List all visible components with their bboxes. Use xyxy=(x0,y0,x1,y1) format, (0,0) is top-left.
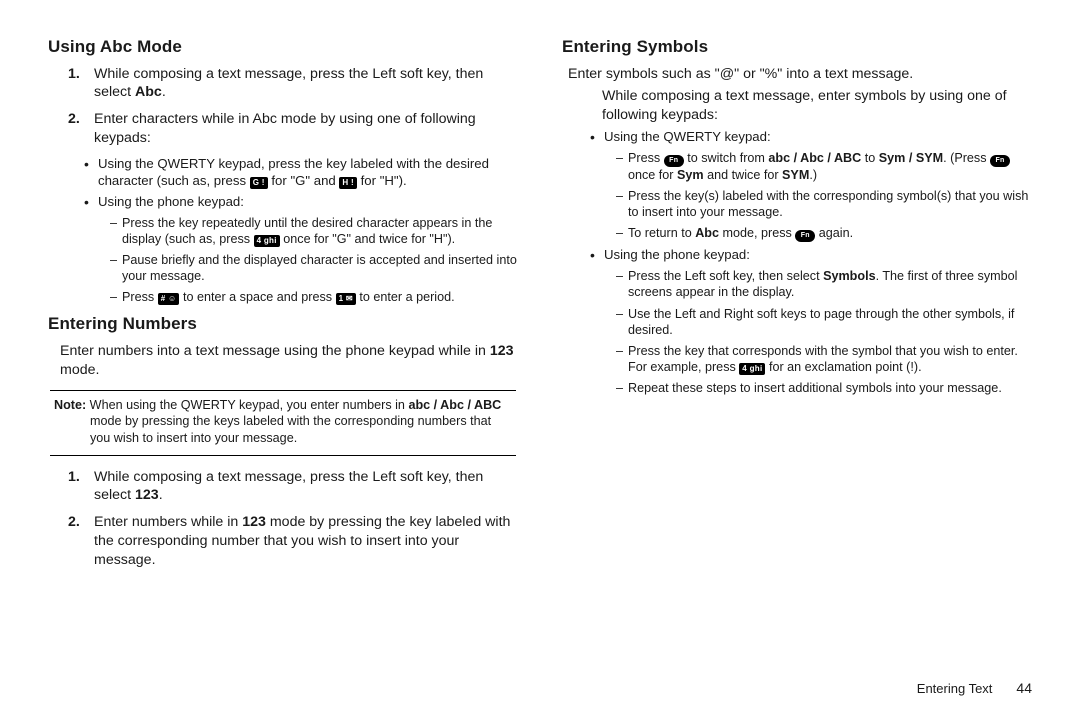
text: Press the Left soft key, then select xyxy=(628,269,823,283)
text: . xyxy=(162,84,166,100)
symbols-intro: Enter symbols such as "@" or "%" into a … xyxy=(568,65,1032,84)
key-fn-icon: Fn xyxy=(795,230,815,242)
bold-text: Sym / SYM xyxy=(879,151,943,165)
text: Enter numbers while in xyxy=(94,514,242,530)
text: Using the QWERTY keypad: xyxy=(604,129,771,144)
list-item: 1. While composing a text message, press… xyxy=(68,468,518,506)
text: Using the phone keypad: xyxy=(604,247,750,262)
text: Press xyxy=(122,290,158,304)
footer-page-number: 44 xyxy=(1016,680,1032,696)
key-h-icon: H ! xyxy=(339,177,357,189)
note-text: Note: When using the QWERTY keypad, you … xyxy=(54,397,512,447)
step-number: 2. xyxy=(68,110,90,148)
list-item: 2. Enter characters while in Abc mode by… xyxy=(68,110,518,148)
list-item: Press the key repeatedly until the desir… xyxy=(110,215,518,247)
text: for "H"). xyxy=(357,173,407,188)
list-item: To return to Abc mode, press Fn again. xyxy=(616,225,1032,242)
abc-bullets: Using the QWERTY keypad, press the key l… xyxy=(84,156,518,305)
key-4ghi-icon: 4 ghi xyxy=(739,363,765,375)
list-item: Using the QWERTY keypad: Press Fn to swi… xyxy=(590,129,1032,242)
bold-text: 123 xyxy=(135,487,159,503)
text: Using the phone keypad: xyxy=(98,194,244,209)
text: and twice for xyxy=(704,168,782,182)
text: To return to xyxy=(628,226,695,240)
text: Press xyxy=(628,151,664,165)
note-box: Note: When using the QWERTY keypad, you … xyxy=(50,390,516,456)
right-column: Entering Symbols Enter symbols such as "… xyxy=(562,36,1032,676)
footer-section: Entering Text xyxy=(917,681,993,696)
key-fn-icon: Fn xyxy=(664,155,684,167)
bold-text: 123 xyxy=(490,343,514,359)
phone-dashes: Press the Left soft key, then select Sym… xyxy=(616,268,1032,396)
list-item: Using the phone keypad: Press the key re… xyxy=(84,194,518,305)
note-label: Note: xyxy=(54,398,86,412)
list-item: Press the key that corresponds with the … xyxy=(616,343,1032,375)
heading-entering-symbols: Entering Symbols xyxy=(562,36,1032,59)
text: again. xyxy=(815,226,853,240)
bold-text: Abc xyxy=(135,84,162,100)
bold-text: Abc xyxy=(695,226,719,240)
list-item: Press the key(s) labeled with the corres… xyxy=(616,188,1032,220)
text: for "G" and xyxy=(268,173,340,188)
qwerty-dashes: Press Fn to switch from abc / Abc / ABC … xyxy=(616,150,1032,242)
bold-text: abc / Abc / ABC xyxy=(408,398,501,412)
text: to xyxy=(861,151,879,165)
list-item: Pause briefly and the displayed characte… xyxy=(110,252,518,284)
text: to enter a space and press xyxy=(179,290,335,304)
text: . xyxy=(159,487,163,503)
numbers-steps: 1. While composing a text message, press… xyxy=(68,468,518,570)
heading-entering-numbers: Entering Numbers xyxy=(48,313,518,336)
text: Enter numbers into a text message using … xyxy=(60,343,490,359)
step-text: While composing a text message, press th… xyxy=(94,468,518,506)
page-footer: Entering Text 44 xyxy=(917,680,1032,696)
text: once for "G" and twice for "H"). xyxy=(280,232,455,246)
list-item: Using the phone keypad: Press the Left s… xyxy=(590,247,1032,396)
key-g-icon: G ! xyxy=(250,177,268,189)
key-pound-icon: # ☺ xyxy=(158,293,180,305)
bold-text: 123 xyxy=(242,514,266,530)
list-item: Press the Left soft key, then select Sym… xyxy=(616,268,1032,300)
text: mode. xyxy=(60,362,99,378)
text: mode, press xyxy=(719,226,795,240)
list-item: 1. While composing a text message, press… xyxy=(68,65,518,103)
step-text: Enter characters while in Abc mode by us… xyxy=(94,110,518,148)
list-item: Using the QWERTY keypad, press the key l… xyxy=(84,156,518,190)
list-item: Press # ☺ to enter a space and press 1 ✉… xyxy=(110,289,518,305)
abc-dashes: Press the key repeatedly until the desir… xyxy=(110,215,518,306)
list-item: Use the Left and Right soft keys to page… xyxy=(616,306,1032,338)
abc-steps: 1. While composing a text message, press… xyxy=(68,65,518,149)
bold-text: Symbols xyxy=(823,269,876,283)
step-number: 2. xyxy=(68,513,90,570)
list-item: Press Fn to switch from abc / Abc / ABC … xyxy=(616,150,1032,183)
step-number: 1. xyxy=(68,65,90,103)
text: once for xyxy=(628,168,677,182)
key-4ghi-icon: 4 ghi xyxy=(254,235,280,247)
step-text: Enter numbers while in 123 mode by press… xyxy=(94,513,518,570)
text: mode by pressing the keys labeled with t… xyxy=(90,414,491,445)
text: to switch from xyxy=(684,151,769,165)
key-1-icon: 1 ✉ xyxy=(336,293,356,305)
text: for an exclamation point (!). xyxy=(765,360,921,374)
bold-text: Sym xyxy=(677,168,704,182)
bold-text: abc / Abc / ABC xyxy=(768,151,861,165)
step-text: While composing a text message, press th… xyxy=(94,65,518,103)
numbers-intro: Enter numbers into a text message using … xyxy=(60,342,518,380)
page-body: Using Abc Mode 1. While composing a text… xyxy=(48,36,1032,676)
text: .) xyxy=(809,168,817,182)
symbols-bullets: Using the QWERTY keypad: Press Fn to swi… xyxy=(590,129,1032,396)
list-item: 2. Enter numbers while in 123 mode by pr… xyxy=(68,513,518,570)
text: to enter a period. xyxy=(356,290,455,304)
step-number: 1. xyxy=(68,468,90,506)
left-column: Using Abc Mode 1. While composing a text… xyxy=(48,36,518,676)
list-item: Repeat these steps to insert additional … xyxy=(616,380,1032,396)
text: When using the QWERTY keypad, you enter … xyxy=(86,398,408,412)
key-fn-icon: Fn xyxy=(990,155,1010,167)
symbols-lead: While composing a text message, enter sy… xyxy=(602,87,1032,125)
heading-abc-mode: Using Abc Mode xyxy=(48,36,518,59)
text: . (Press xyxy=(943,151,990,165)
bold-text: SYM xyxy=(782,168,809,182)
